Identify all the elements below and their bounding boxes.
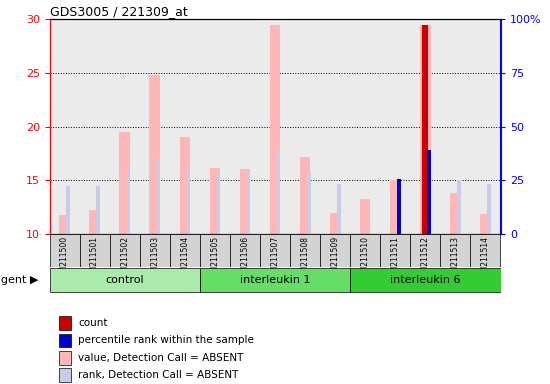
Bar: [217, 172, 221, 234]
Text: interleukin 6: interleukin 6: [390, 275, 460, 285]
Bar: [441, 234, 470, 267]
Bar: [390, 180, 400, 234]
Bar: [270, 25, 280, 234]
Bar: [67, 186, 70, 234]
Bar: [200, 234, 230, 267]
Text: GSM211500: GSM211500: [60, 236, 69, 282]
Bar: [58, 334, 71, 348]
Bar: [380, 234, 410, 267]
Text: GSM211506: GSM211506: [240, 236, 250, 282]
Text: GSM211508: GSM211508: [300, 236, 310, 282]
Bar: [457, 180, 461, 234]
Bar: [140, 234, 170, 267]
Bar: [89, 210, 100, 234]
Text: GSM211509: GSM211509: [331, 236, 340, 282]
Text: GSM211505: GSM211505: [210, 236, 219, 282]
Bar: [126, 170, 130, 234]
Bar: [350, 268, 500, 293]
Bar: [427, 151, 431, 234]
Bar: [260, 234, 290, 267]
Text: count: count: [78, 318, 107, 328]
Text: percentile rank within the sample: percentile rank within the sample: [78, 336, 254, 346]
Bar: [170, 234, 200, 267]
Text: GSM211507: GSM211507: [271, 236, 279, 282]
Bar: [410, 234, 441, 267]
Bar: [277, 148, 280, 234]
Text: GSM211503: GSM211503: [150, 236, 159, 282]
Bar: [186, 170, 190, 234]
Text: rank, Detection Call = ABSENT: rank, Detection Call = ABSENT: [78, 370, 238, 380]
Bar: [420, 25, 431, 234]
Bar: [119, 132, 130, 234]
Bar: [200, 268, 350, 293]
Text: GSM211511: GSM211511: [390, 236, 400, 282]
Text: value, Detection Call = ABSENT: value, Detection Call = ABSENT: [78, 353, 243, 363]
Bar: [450, 194, 461, 234]
Text: GSM211504: GSM211504: [180, 236, 189, 282]
Bar: [360, 199, 371, 234]
Bar: [157, 159, 160, 234]
Text: control: control: [106, 275, 144, 285]
Text: agent ▶: agent ▶: [0, 275, 39, 285]
Text: GSM211513: GSM211513: [451, 236, 460, 282]
Bar: [50, 234, 80, 267]
Bar: [58, 351, 71, 365]
Bar: [58, 368, 71, 382]
Bar: [80, 234, 109, 267]
Text: GSM211514: GSM211514: [481, 236, 490, 282]
Bar: [320, 234, 350, 267]
Bar: [397, 183, 401, 234]
Bar: [330, 213, 340, 234]
Text: GSM211502: GSM211502: [120, 236, 129, 282]
Text: interleukin 1: interleukin 1: [240, 275, 310, 285]
Text: GSM211512: GSM211512: [421, 236, 430, 282]
Bar: [230, 234, 260, 267]
Text: GDS3005 / 221309_at: GDS3005 / 221309_at: [50, 5, 187, 18]
Bar: [50, 268, 200, 293]
Bar: [96, 186, 100, 234]
Text: GSM211510: GSM211510: [361, 236, 370, 282]
Bar: [58, 316, 71, 330]
Bar: [422, 25, 428, 234]
Bar: [397, 179, 401, 234]
Bar: [337, 184, 340, 234]
Bar: [480, 214, 491, 234]
Bar: [307, 173, 311, 234]
Bar: [300, 157, 310, 234]
Bar: [109, 234, 140, 267]
Bar: [350, 234, 380, 267]
Bar: [150, 75, 160, 234]
Bar: [210, 167, 220, 234]
Bar: [240, 169, 250, 234]
Text: GSM211501: GSM211501: [90, 236, 99, 282]
Bar: [59, 215, 70, 234]
Bar: [487, 184, 491, 234]
Bar: [290, 234, 320, 267]
Bar: [427, 151, 431, 234]
Bar: [470, 234, 500, 267]
Bar: [179, 137, 190, 234]
Bar: [247, 170, 250, 234]
